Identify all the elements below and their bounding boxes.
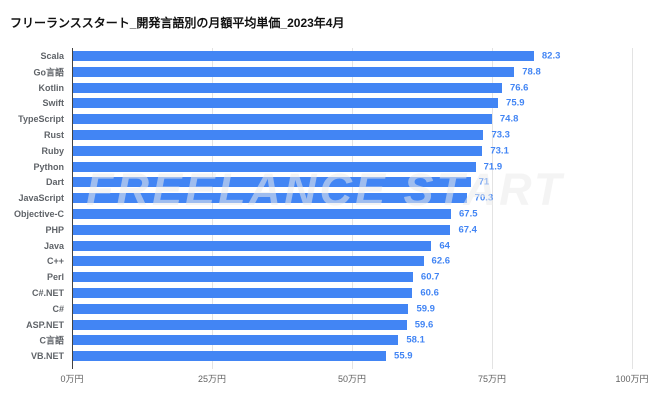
bar-row: Scala 82.3 bbox=[0, 48, 650, 64]
category-label: Python bbox=[33, 161, 65, 172]
bar bbox=[73, 303, 409, 314]
gridline bbox=[632, 48, 633, 369]
bar-row: ASP.NET 59.6 bbox=[0, 317, 650, 333]
value-label: 55.9 bbox=[394, 350, 413, 362]
bar bbox=[73, 351, 387, 362]
category-label: C言語 bbox=[39, 335, 65, 346]
category-label: Rust bbox=[44, 130, 64, 140]
value-label: 78.8 bbox=[522, 66, 541, 78]
bar-row: C言語 58.1 bbox=[0, 332, 650, 348]
bar bbox=[73, 272, 413, 283]
category-label: PHP bbox=[45, 224, 64, 235]
value-label: 71 bbox=[478, 176, 490, 188]
bar bbox=[73, 240, 432, 251]
value-label: 82.3 bbox=[541, 50, 561, 62]
value-label: 59.9 bbox=[416, 303, 435, 315]
value-label: 59.6 bbox=[414, 319, 434, 331]
category-label: C++ bbox=[46, 256, 64, 267]
bar-row: Perl 60.7 bbox=[0, 269, 650, 285]
chart-title: フリーランススタート_開発言語別の月額平均単価_2023年4月 bbox=[10, 16, 345, 30]
value-label: 60.7 bbox=[420, 271, 440, 283]
category-label: Java bbox=[43, 240, 64, 251]
category-label: C#.NET bbox=[31, 288, 64, 298]
gridline bbox=[492, 48, 493, 369]
bar-row: Python 71.9 bbox=[0, 159, 650, 175]
category-label: ASP.NET bbox=[26, 319, 64, 330]
category-label: Perl bbox=[46, 272, 64, 283]
category-label: Swift bbox=[42, 98, 65, 109]
bar bbox=[73, 335, 399, 346]
category-label: JavaScript bbox=[18, 193, 64, 204]
x-tick-label: 25万円 bbox=[197, 374, 227, 384]
bar bbox=[73, 256, 424, 267]
x-tick-label: 50万円 bbox=[337, 374, 367, 384]
bar bbox=[73, 145, 483, 156]
bar bbox=[73, 66, 515, 77]
bar-row: VB.NET 55.9 bbox=[0, 348, 650, 364]
bar-row: PHP 67.4 bbox=[0, 222, 650, 238]
x-tick-label: 0万円 bbox=[60, 374, 84, 384]
category-label: TypeScript bbox=[18, 114, 64, 125]
value-label: 75.9 bbox=[506, 97, 525, 109]
bar bbox=[73, 319, 407, 330]
value-label: 71.9 bbox=[483, 161, 503, 173]
bar bbox=[73, 130, 484, 140]
y-axis-line bbox=[72, 48, 73, 369]
value-label: 70.3 bbox=[474, 192, 494, 204]
bar bbox=[73, 177, 471, 188]
bar bbox=[73, 209, 451, 219]
category-label: Go言語 bbox=[33, 67, 65, 78]
bar bbox=[73, 193, 467, 204]
bar bbox=[73, 288, 413, 298]
value-label: 73.1 bbox=[490, 145, 509, 157]
bar-row: C#.NET 60.6 bbox=[0, 285, 650, 301]
bar-row: C++ 62.6 bbox=[0, 253, 650, 269]
gridline bbox=[352, 48, 353, 369]
value-label: 76.6 bbox=[509, 82, 529, 94]
bar-row: Objective-C 67.5 bbox=[0, 206, 650, 222]
bar bbox=[73, 98, 499, 109]
bar bbox=[73, 161, 476, 172]
value-label: 73.3 bbox=[491, 129, 510, 141]
bar-row: Dart 71 bbox=[0, 174, 650, 190]
bar bbox=[73, 51, 534, 61]
value-label: 74.8 bbox=[499, 113, 519, 125]
bar-row: JavaScript 70.3 bbox=[0, 190, 650, 206]
category-label: Objective-C bbox=[13, 209, 64, 219]
category-label: VB.NET bbox=[30, 351, 64, 362]
gridline bbox=[212, 48, 213, 369]
bar-row: TypeScript 74.8 bbox=[0, 111, 650, 127]
value-label: 67.4 bbox=[458, 224, 477, 236]
plot-area: 0万円 25万円 50万円 75万円 100万円 Scala 82.3 Go言語 78.8 Kot… bbox=[0, 48, 650, 384]
bar-row: Go言語 78.8 bbox=[0, 64, 650, 80]
bar-row: Kotlin 76.6 bbox=[0, 80, 650, 96]
category-label: Scala bbox=[40, 51, 64, 61]
x-tick-label: 100万円 bbox=[615, 374, 649, 384]
category-label: Dart bbox=[45, 177, 64, 188]
category-label: Ruby bbox=[41, 145, 65, 156]
value-label: 60.6 bbox=[420, 287, 439, 299]
category-label: C# bbox=[52, 303, 64, 314]
bar-row: Rust 73.3 bbox=[0, 127, 650, 143]
bar-row: Ruby 73.1 bbox=[0, 143, 650, 159]
bar-row: Java 64 bbox=[0, 238, 650, 254]
value-label: 58.1 bbox=[406, 334, 425, 346]
bar-row: Swift 75.9 bbox=[0, 95, 650, 111]
bar-row: C# 59.9 bbox=[0, 301, 650, 317]
category-label: Kotlin bbox=[38, 82, 65, 93]
value-label: 62.6 bbox=[431, 255, 451, 267]
bar bbox=[73, 82, 502, 93]
value-label: 67.5 bbox=[459, 208, 478, 220]
value-label: 64 bbox=[439, 240, 450, 252]
bar bbox=[73, 224, 451, 235]
x-tick-label: 75万円 bbox=[477, 374, 507, 384]
bar bbox=[73, 114, 492, 125]
